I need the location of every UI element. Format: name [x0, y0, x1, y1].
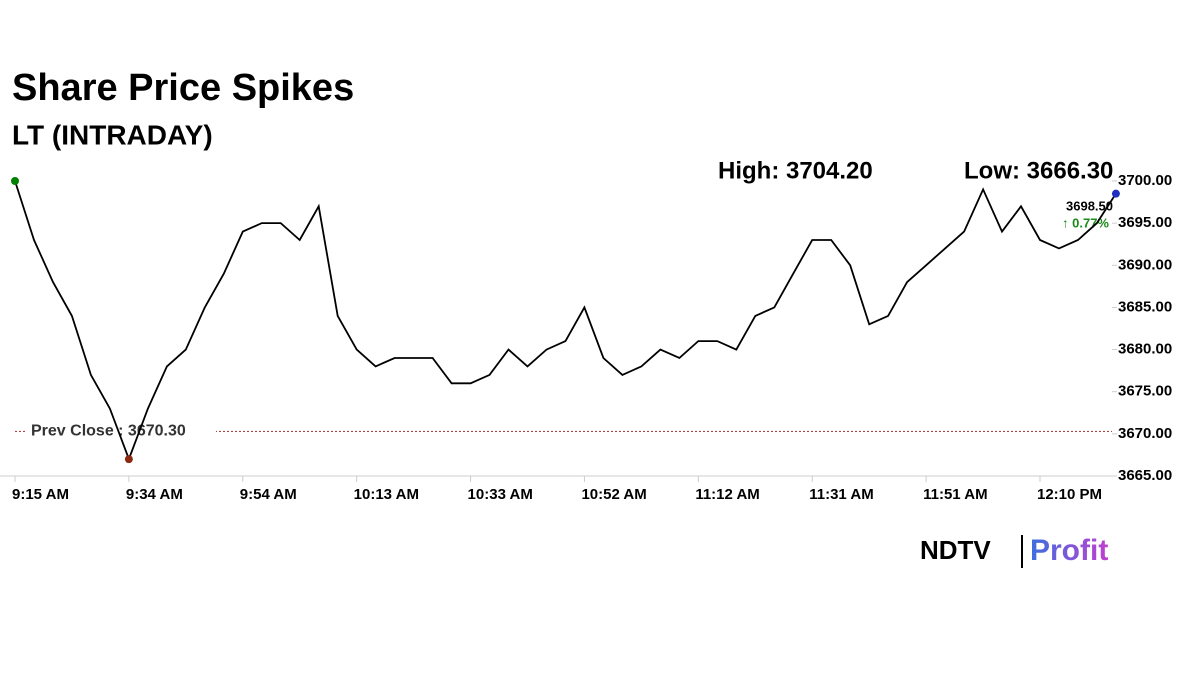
change: ↑ 0.77% [1062, 215, 1109, 230]
low-label: Low: 3666.30 [964, 157, 1113, 184]
x-tick-label: 10:13 AM [354, 486, 419, 503]
x-tick-label: 11:31 AM [809, 486, 873, 503]
x-tick-label: 10:33 AM [468, 486, 533, 503]
y-tick-label: 3675.00 [1118, 383, 1172, 400]
chart-subtitle: LT (INTRADAY) [12, 119, 213, 150]
prev-close-label: Prev Close : 3670.30 [31, 423, 186, 440]
last-price: 3698.50 [1066, 198, 1113, 213]
y-tick-label: 3690.00 [1118, 256, 1172, 273]
high-label: High: 3704.20 [718, 157, 873, 184]
x-tick-label: 9:15 AM [12, 486, 69, 503]
x-tick-label: 9:54 AM [240, 486, 297, 503]
y-tick-label: 3685.00 [1118, 298, 1172, 315]
x-tick-label: 12:10 PM [1037, 486, 1102, 503]
price-line [14, 180, 1117, 462]
start-dot [11, 177, 19, 185]
x-tick-label: 11:12 AM [695, 486, 759, 503]
y-tick-label: 3665.00 [1118, 467, 1172, 484]
prev-close-bg [26, 420, 216, 443]
logo-product: Profit [1030, 534, 1108, 567]
low-dot [124, 455, 133, 464]
chart-title: Share Price Spikes [12, 67, 354, 109]
y-tick-label: 3695.00 [1118, 214, 1172, 231]
logo-brand: NDTV [920, 535, 991, 565]
x-tick-label: 10:52 AM [581, 486, 646, 503]
end-dot [1111, 189, 1120, 198]
y-tick-label: 3700.00 [1118, 172, 1172, 189]
y-tick-label: 3670.00 [1118, 425, 1172, 442]
x-tick-label: 9:34 AM [126, 486, 183, 503]
y-tick-label: 3680.00 [1118, 341, 1172, 358]
x-tick-label: 11:51 AM [923, 486, 987, 503]
